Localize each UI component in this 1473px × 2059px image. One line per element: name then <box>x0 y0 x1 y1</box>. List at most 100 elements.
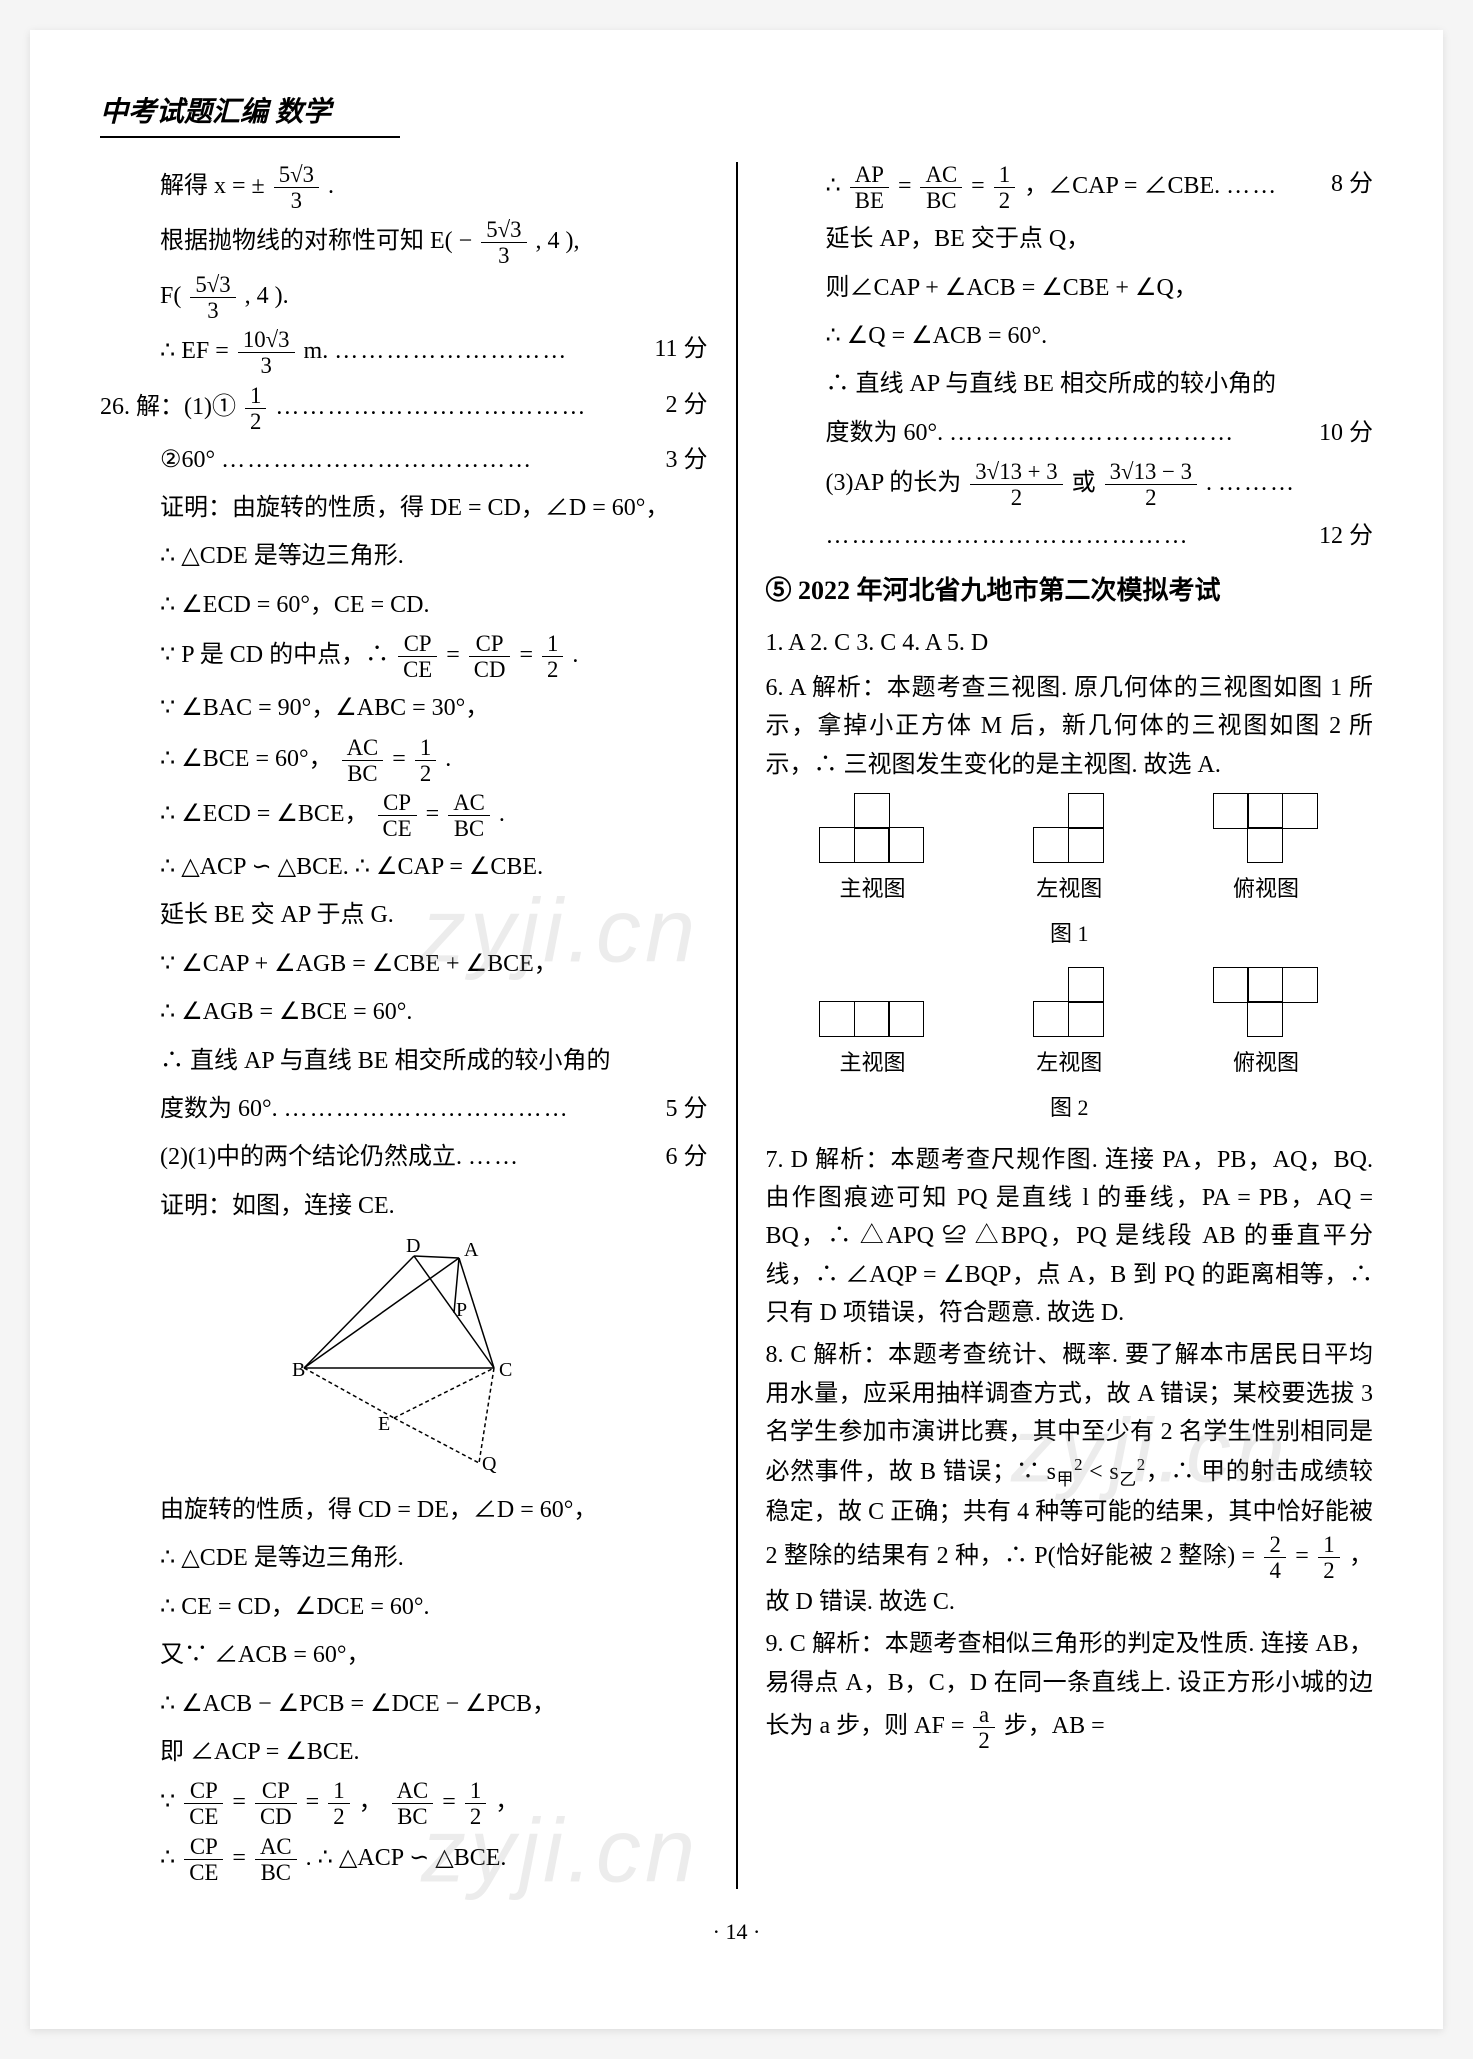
fraction: APBE <box>850 162 889 213</box>
text-line: 延长 AP，BE 交于点 Q， <box>766 217 1374 261</box>
text: . <box>499 801 505 827</box>
fig1-top: 俯视图 <box>1214 794 1318 910</box>
fig2-front: 主视图 <box>821 967 925 1084</box>
text-line: 则∠CAP + ∠ACB = ∠CBE + ∠Q， <box>766 266 1374 310</box>
text: . <box>328 173 334 199</box>
text: . ∴ △ACP ∽ △BCE. <box>306 1845 507 1871</box>
text: (2)(1)中的两个结论仍然成立. <box>160 1144 462 1170</box>
text-line: ∵ P 是 CD 的中点，∴ CPCE = CPCD = 12 . <box>100 631 708 682</box>
geometry-diagram: A B C D E P Q <box>264 1238 544 1478</box>
text-line: ∴ △CDE 是等边三角形. <box>100 534 708 578</box>
page-container: 中考试题汇编 数学 解得 x = ± 5√33 . 根据抛物线的对称性可知 E(… <box>30 30 1443 2029</box>
text-line: ∴ ∠BCE = 60°， ACBC = 12 . <box>100 735 708 786</box>
text: ∵ <box>160 1790 181 1816</box>
fraction: ACBC <box>392 1778 434 1829</box>
text-line: ∴ 直线 AP 与直线 BE 相交所成的较小角的 <box>766 362 1374 406</box>
text: ∴ <box>826 173 847 199</box>
text: , 4 ), <box>536 228 580 254</box>
text: ∵ P 是 CD 的中点，∴ <box>160 642 395 668</box>
text-line: ∴ EF = 10√33 m. ……………………… 11 分 <box>100 327 708 378</box>
two-column-content: 解得 x = ± 5√33 . 根据抛物线的对称性可知 E( − 5√33 , … <box>100 162 1373 1889</box>
score: 3 分 <box>666 438 708 482</box>
text: ②60° <box>160 447 215 473</box>
label-C: C <box>499 1359 512 1381</box>
text: = <box>1295 1543 1315 1569</box>
fig2-caption: 图 2 <box>766 1088 1374 1129</box>
fraction: 12 <box>328 1778 349 1829</box>
dots: …… <box>468 1144 520 1170</box>
fraction: 3√13 − 32 <box>1105 459 1197 510</box>
fraction: 3√13 + 32 <box>970 459 1062 510</box>
text: = <box>898 173 918 199</box>
fraction: ACBC <box>342 735 384 786</box>
fraction: 12 <box>542 631 563 682</box>
text-line: 根据抛物线的对称性可知 E( − 5√33 , 4 ), <box>100 217 708 268</box>
dots: …………………………………… <box>826 523 1190 549</box>
fraction: 12 <box>245 383 266 434</box>
text-line: 度数为 60°. …………………………… 10 分 <box>766 411 1374 455</box>
text-line: ∴ CPCE = ACBC . ∴ △ACP ∽ △BCE. <box>100 1834 708 1885</box>
text: 或 <box>1072 470 1096 496</box>
score: 11 分 <box>654 327 707 371</box>
column-divider <box>736 162 738 1889</box>
text-line: ∵ ∠CAP + ∠AGB = ∠CBE + ∠BCE， <box>100 942 708 986</box>
text: 度数为 60°. <box>826 420 944 446</box>
label-B: B <box>292 1359 305 1381</box>
text-line: ∴ △CDE 是等边三角形. <box>100 1536 708 1580</box>
fig-label: 左视图 <box>1035 1043 1104 1084</box>
fraction: 12 <box>415 735 436 786</box>
q7-text: 7. D 解析：本题考查尺规作图. 连接 PA，PB，AQ，BQ. 由作图痕迹可… <box>766 1141 1374 1333</box>
text: = <box>446 642 466 668</box>
text-line: 延长 BE 交 AP 于点 G. <box>100 893 708 937</box>
fraction: 5√33 <box>481 217 526 268</box>
label-P: P <box>456 1299 467 1321</box>
text: (3)AP 的长为 <box>826 470 962 496</box>
label-D: D <box>406 1238 420 1257</box>
text-line: 证明：由旋转的性质，得 DE = CD，∠D = 60°， <box>100 486 708 530</box>
score: 12 分 <box>1319 514 1373 558</box>
text: . <box>572 642 578 668</box>
dots: …………………………… <box>284 1096 570 1122</box>
label-E: E <box>378 1413 390 1435</box>
fraction: 5√33 <box>274 162 319 213</box>
fig1-caption: 图 1 <box>766 914 1374 955</box>
fraction: CPCE <box>378 790 417 841</box>
fig2-top: 俯视图 <box>1214 968 1318 1084</box>
score: 10 分 <box>1319 411 1373 455</box>
text-line: F( 5√33 , 4 ). <box>100 272 708 323</box>
fig-label: 主视图 <box>821 1043 925 1084</box>
left-column: 解得 x = ± 5√33 . 根据抛物线的对称性可知 E( − 5√33 , … <box>100 162 708 1889</box>
text: < s <box>1082 1459 1118 1485</box>
score: 2 分 <box>666 383 708 427</box>
text: = <box>442 1790 462 1816</box>
fraction: ACBC <box>920 162 962 213</box>
text-line: ∴ APBE = ACBC = 12 ，∠CAP = ∠CBE. …… 8 分 <box>766 162 1374 213</box>
text: ，∠CAP = ∠CBE. <box>1024 173 1220 199</box>
text-line: …………………………………… 12 分 <box>766 514 1374 558</box>
text: = <box>306 1790 326 1816</box>
text: 度数为 60°. <box>160 1096 278 1122</box>
dots: ……………………………… <box>275 394 587 420</box>
text: 26. 解：(1)① <box>100 394 242 420</box>
text-line: ∴ ∠ECD = 60°，CE = CD. <box>100 583 708 627</box>
section-title: ⑤ 2022 年河北省九地市第二次模拟考试 <box>766 567 1374 615</box>
fraction: CPCE <box>184 1778 223 1829</box>
text-line: ∴ ∠AGB = ∠BCE = 60°. <box>100 990 708 1034</box>
text-line: ∴ ∠Q = ∠ACB = 60°. <box>766 314 1374 358</box>
fig-label: 左视图 <box>1035 869 1104 910</box>
text: ∴ EF = <box>160 338 235 364</box>
fraction: CPCD <box>255 1778 297 1829</box>
fig-label: 主视图 <box>821 869 925 910</box>
dots: ……………………………… <box>221 447 533 473</box>
fraction: 12 <box>1318 1532 1339 1583</box>
text-line: ∴ CE = CD，∠DCE = 60°. <box>100 1585 708 1629</box>
text: = <box>392 746 412 772</box>
fraction: CPCE <box>398 631 437 682</box>
text: ， <box>495 1790 519 1816</box>
fraction: a2 <box>973 1702 994 1753</box>
dots: …………………………… <box>949 420 1235 446</box>
q9-text: 9. C 解析：本题考查相似三角形的判定及性质. 连接 AB，易得点 A，B，C… <box>766 1625 1374 1753</box>
text-line: 26. 解：(1)① 12 ……………………………… 2 分 <box>100 383 708 434</box>
text: ∴ ∠ECD = ∠BCE， <box>160 801 369 827</box>
fraction: 12 <box>465 1778 486 1829</box>
